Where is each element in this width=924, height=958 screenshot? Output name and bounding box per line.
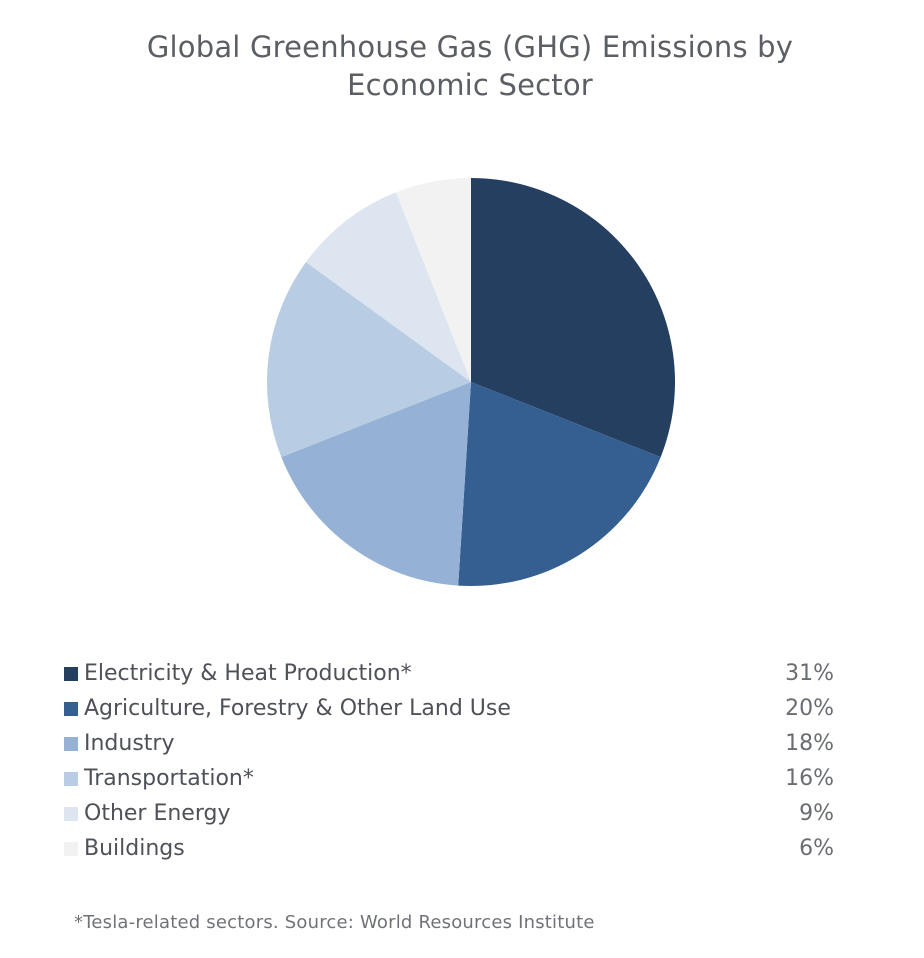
pie-slice [458, 382, 661, 586]
chart-title-line-2: Economic Sector [347, 68, 593, 102]
legend-swatch [64, 841, 78, 856]
pie-slice [267, 262, 471, 458]
legend-swatch [64, 771, 78, 786]
legend-label: Industry [84, 731, 175, 756]
legend-value: 9% [799, 801, 834, 826]
legend-item: Buildings 6% [64, 831, 834, 866]
legend-swatch [64, 666, 78, 681]
legend-label: Buildings [84, 836, 185, 861]
legend-label: Transportation* [84, 766, 254, 791]
footnote: *Tesla-related sectors. Source: World Re… [74, 912, 595, 933]
legend-item: Electricity & Heat Production* 31% [64, 656, 834, 691]
pie-slice [395, 178, 471, 382]
legend-value: 16% [785, 766, 834, 791]
pie-slice [281, 382, 471, 586]
legend-label: Other Energy [84, 801, 231, 826]
legend-item: Agriculture, Forestry & Other Land Use 2… [64, 691, 834, 726]
pie-slice [305, 192, 471, 382]
legend-label: Electricity & Heat Production* [84, 661, 412, 686]
legend-value: 31% [785, 661, 834, 686]
legend-swatch [64, 701, 78, 716]
chart-title-line-1: Global Greenhouse Gas (GHG) Emissions by [146, 30, 794, 64]
legend-value: 20% [785, 696, 834, 721]
legend-value: 6% [799, 836, 834, 861]
pie-slice [471, 178, 675, 458]
legend-swatch [64, 736, 78, 751]
legend-value: 18% [785, 731, 834, 756]
legend-label: Agriculture, Forestry & Other Land Use [84, 696, 511, 721]
legend-item: Other Energy 9% [64, 796, 834, 831]
legend-item: Industry 18% [64, 726, 834, 761]
legend-item: Transportation* 16% [64, 761, 834, 796]
chart-title: Global Greenhouse Gas (GHG) Emissions by… [0, 28, 924, 104]
pie-chart [267, 178, 675, 586]
legend-swatch [64, 806, 78, 821]
legend: Electricity & Heat Production* 31% Agric… [64, 656, 834, 866]
